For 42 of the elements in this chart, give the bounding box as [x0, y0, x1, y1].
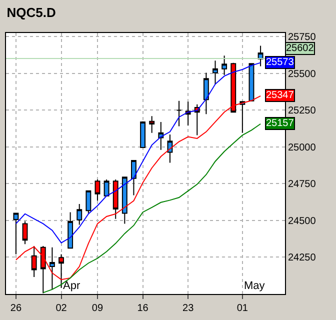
candlestick [86, 190, 92, 214]
candlestick [240, 101, 246, 134]
annotation: May [244, 280, 266, 292]
line-series [15, 62, 262, 244]
y-tick-label: 24250 [288, 252, 316, 264]
y-tick-label: 25750 [288, 32, 316, 44]
x-tick-label: 02 [56, 303, 68, 314]
data-label: 25573 [266, 57, 294, 68]
data-label: 25157 [266, 118, 294, 129]
candlestick [176, 100, 182, 127]
candlestick [104, 178, 110, 196]
candlestick [203, 72, 209, 115]
x-tick-label: 01 [236, 303, 248, 314]
candlestick [131, 160, 136, 196]
candlestick [68, 212, 74, 249]
candlestick [76, 204, 82, 226]
candlestick [149, 116, 155, 134]
candlestick [212, 60, 218, 85]
candlestick [222, 55, 228, 76]
x-tick-label: 09 [92, 303, 104, 314]
candlestick [49, 246, 55, 290]
candlestick [31, 246, 37, 278]
y-tick-label: 25000 [288, 142, 316, 154]
candlestick [167, 134, 173, 164]
y-tick-label: 24500 [288, 216, 316, 227]
x-tick-label: 16 [137, 303, 149, 314]
y-tick-label: 25500 [288, 68, 316, 80]
candlestick [22, 220, 28, 245]
candlestick [13, 212, 19, 255]
x-tick-label: 26 [10, 303, 22, 314]
data-label: 25347 [266, 90, 294, 101]
ref-line-label: 25602 [286, 43, 314, 54]
candlestick [94, 178, 100, 202]
candlestick [112, 178, 118, 220]
candlestick [158, 121, 164, 150]
y-tick-label: 25250 [288, 106, 316, 117]
candlestick [122, 176, 128, 224]
x-tick-label: 23 [182, 303, 194, 314]
chart-title: NQC5.D [6, 5, 56, 20]
y-tick-label: 24750 [288, 179, 316, 190]
annotation: Apr [63, 280, 80, 292]
candlestick [140, 120, 146, 148]
